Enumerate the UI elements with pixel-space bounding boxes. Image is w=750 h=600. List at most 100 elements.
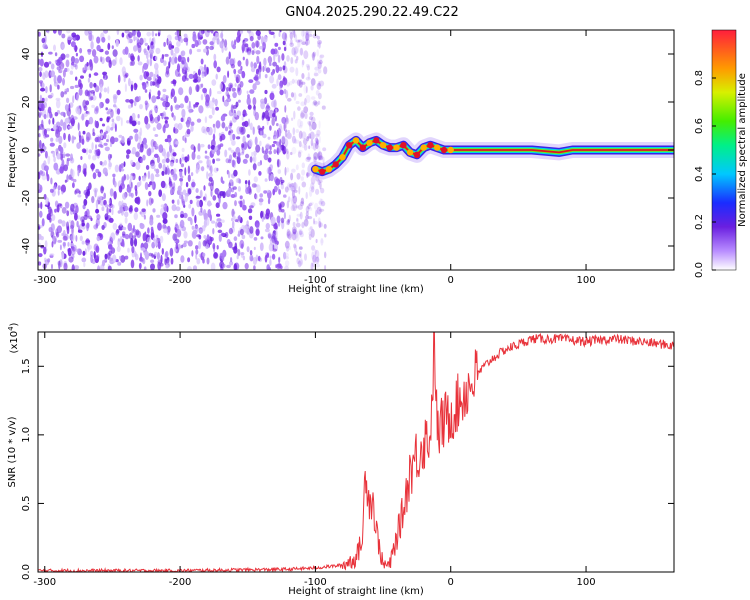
noise-point bbox=[188, 105, 192, 114]
noise-point bbox=[71, 264, 75, 270]
noise-point bbox=[155, 33, 158, 37]
noise-point bbox=[301, 181, 307, 188]
x-tick-label: -100 bbox=[304, 577, 327, 588]
noise-point bbox=[229, 261, 234, 266]
noise-point bbox=[71, 32, 77, 38]
noise-point bbox=[305, 31, 309, 41]
noise-point bbox=[74, 84, 80, 88]
noise-point bbox=[62, 77, 65, 86]
noise-point bbox=[127, 247, 130, 253]
noise-point bbox=[154, 251, 158, 256]
noise-point bbox=[323, 66, 328, 75]
noise-point bbox=[272, 61, 277, 67]
noise-point bbox=[263, 190, 268, 194]
noise-point bbox=[124, 46, 129, 55]
noise-point bbox=[107, 161, 112, 170]
noise-point bbox=[139, 149, 143, 153]
noise-point bbox=[304, 98, 307, 106]
noise-point bbox=[176, 40, 181, 47]
noise-point bbox=[239, 195, 243, 200]
noise-point bbox=[199, 65, 204, 71]
noise-point bbox=[106, 117, 110, 123]
noise-point bbox=[169, 183, 173, 187]
noise-point bbox=[246, 46, 250, 53]
colorbar-tick-label: 0.0 bbox=[694, 262, 705, 278]
noise-point bbox=[311, 245, 316, 251]
noise-point bbox=[70, 153, 73, 161]
noise-point bbox=[228, 227, 233, 235]
noise-point bbox=[262, 65, 265, 73]
noise-point bbox=[239, 81, 244, 88]
noise-point bbox=[227, 70, 230, 78]
noise-point bbox=[285, 114, 288, 124]
noise-point bbox=[301, 59, 304, 68]
noise-point bbox=[305, 38, 310, 46]
noise-point bbox=[161, 170, 165, 176]
noise-point bbox=[111, 59, 117, 66]
noise-point bbox=[100, 185, 104, 194]
noise-point bbox=[75, 52, 78, 57]
noise-point bbox=[301, 131, 307, 140]
noise-point bbox=[46, 215, 51, 220]
noise-point bbox=[38, 66, 43, 72]
noise-point bbox=[301, 41, 307, 45]
noise-point bbox=[178, 87, 184, 96]
noise-point bbox=[236, 136, 241, 140]
noise-point bbox=[305, 30, 311, 37]
noise-point bbox=[100, 144, 104, 148]
noise-point bbox=[217, 221, 223, 228]
noise-point bbox=[172, 53, 177, 58]
noise-point bbox=[308, 133, 312, 139]
noise-point bbox=[271, 235, 276, 244]
noise-point bbox=[293, 181, 297, 191]
noise-point bbox=[320, 198, 324, 205]
noise-point bbox=[130, 259, 135, 269]
noise-point bbox=[310, 116, 316, 124]
noise-point bbox=[281, 116, 287, 124]
noise-point bbox=[260, 101, 265, 110]
noise-point bbox=[108, 244, 113, 250]
noise-point bbox=[292, 221, 296, 227]
noise-point bbox=[319, 80, 325, 87]
noise-point bbox=[157, 32, 161, 37]
noise-point bbox=[181, 175, 184, 179]
noise-point bbox=[314, 137, 319, 143]
noise-point bbox=[295, 67, 299, 77]
noise-point bbox=[317, 61, 322, 70]
noise-point bbox=[105, 130, 108, 134]
noise-point bbox=[257, 161, 261, 167]
noise-point bbox=[258, 61, 262, 70]
noise-point bbox=[312, 51, 317, 57]
noise-point bbox=[227, 187, 231, 194]
noise-point bbox=[253, 150, 257, 156]
noise-point bbox=[148, 91, 151, 100]
noise-point bbox=[256, 40, 259, 49]
noise-point bbox=[303, 138, 308, 145]
noise-point bbox=[92, 155, 97, 161]
noise-point bbox=[133, 212, 138, 221]
noise-point bbox=[241, 143, 245, 148]
noise-point bbox=[289, 30, 295, 35]
noise-point bbox=[160, 254, 163, 264]
noise-point bbox=[315, 209, 318, 217]
noise-point bbox=[154, 116, 160, 124]
noise-point bbox=[260, 210, 264, 219]
noise-point bbox=[210, 145, 216, 150]
ridge-point bbox=[413, 151, 421, 158]
noise-point bbox=[133, 100, 137, 107]
noise-point bbox=[252, 83, 257, 91]
noise-point bbox=[195, 245, 199, 250]
noise-point bbox=[93, 72, 99, 76]
noise-point bbox=[284, 240, 290, 249]
noise-point bbox=[222, 75, 227, 84]
noise-point bbox=[196, 154, 201, 160]
noise-point bbox=[237, 60, 242, 67]
noise-point bbox=[127, 31, 133, 39]
noise-point bbox=[229, 132, 233, 142]
noise-point bbox=[212, 158, 216, 164]
x-tick-label: -200 bbox=[169, 577, 192, 588]
noise-point bbox=[43, 246, 47, 255]
noise-point bbox=[221, 180, 225, 184]
noise-point bbox=[137, 55, 140, 62]
noise-point bbox=[203, 128, 206, 134]
